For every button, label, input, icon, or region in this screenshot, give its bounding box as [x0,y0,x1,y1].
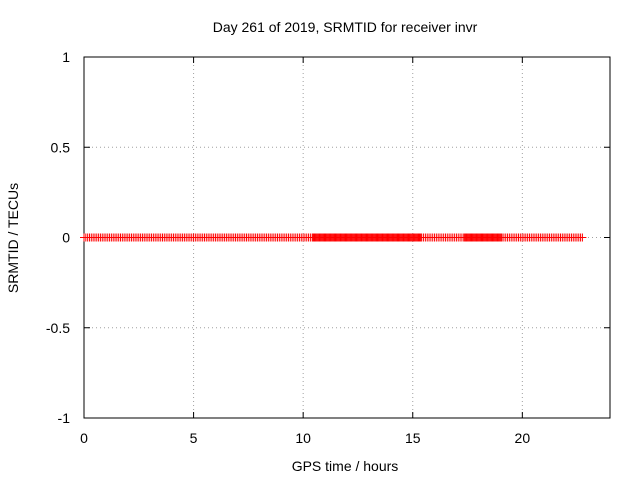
x-tick-label: 0 [80,430,88,446]
y-tick-label: -1 [58,410,71,426]
axis-ticks: 0 5 10 15 20 -1 -0.5 0 0.5 1 [46,49,610,446]
x-axis-label: GPS time / hours [292,458,399,474]
y-axis-label: SRMTID / TECUs [5,183,21,293]
y-tick-label: 0 [62,230,70,246]
x-tick-label: 15 [405,430,421,446]
data-point [578,233,587,242]
chart-title: Day 261 of 2019, SRMTID for receiver inv… [213,19,478,35]
data-series-srmtid [80,233,587,242]
x-tick-label: 20 [515,430,531,446]
x-tick-label: 5 [190,430,198,446]
y-tick-label: -0.5 [46,320,70,336]
y-tick-label: 1 [62,49,70,65]
x-tick-label: 10 [295,430,311,446]
y-tick-label: 0.5 [51,139,71,155]
